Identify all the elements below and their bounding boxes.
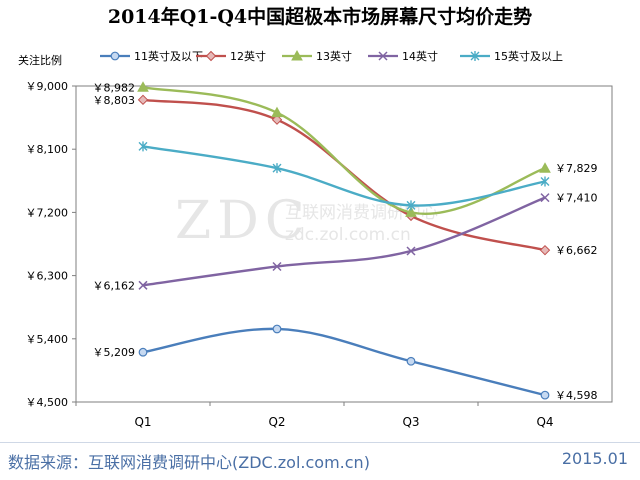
series-line-5 (142, 145, 546, 207)
series-line-4 (142, 196, 546, 287)
y-tick-label: ￥5,400 (26, 333, 69, 346)
legend-marker-4 (378, 51, 388, 61)
data-point-s5-4 (540, 176, 550, 187)
data-point-s1-3 (406, 356, 416, 366)
data-point-s4-2 (272, 261, 282, 272)
x-tick-label: Q2 (268, 415, 285, 429)
data-point-s1-1 (138, 347, 148, 357)
legend-marker-3 (291, 49, 303, 61)
data-point-s2-1 (137, 94, 149, 106)
data-point-s2-2 (271, 114, 283, 125)
data-label-s1-1: ￥5,209 (93, 346, 136, 359)
legend-marker-2 (205, 50, 217, 62)
data-label-s1-4: ￥4,598 (555, 389, 598, 402)
data-point-s5-1 (138, 141, 148, 152)
data-point-s4-4 (540, 193, 550, 203)
data-label-s4-4: ￥7,410 (555, 192, 598, 205)
data-point-s3-4 (539, 162, 551, 173)
legend-label-1: 11英寸及以下 (134, 49, 203, 63)
watermark-url: zdc.zol.com.cn (285, 225, 411, 245)
data-label-s2-1: ￥8,803 (93, 94, 136, 107)
data-point-s5-2 (272, 163, 282, 174)
y-axis-label: 关注比例 (18, 54, 62, 67)
watermark-logo: ZDC (175, 191, 311, 251)
legend-label-2: 12英寸 (230, 49, 266, 63)
legend-label-3: 13英寸 (316, 49, 352, 63)
data-label-s2-4: ￥6,662 (555, 244, 598, 257)
data-point-s5-3 (406, 200, 416, 211)
date-note: 2015.01 (561, 449, 628, 468)
x-tick-label: Q3 (402, 415, 419, 429)
data-point-s1-4 (540, 390, 550, 400)
y-tick-label: ￥8,100 (26, 143, 69, 156)
data-point-s2-4 (539, 244, 551, 256)
data-point-s3-1 (137, 81, 149, 92)
x-tick-label: Q4 (536, 415, 553, 429)
data-point-s3-2 (271, 106, 283, 118)
footer-divider (0, 442, 640, 443)
data-label-s3-4: ￥7,829 (555, 162, 598, 175)
data-point-s3-3 (405, 206, 417, 217)
x-tick-label: Q1 (134, 415, 151, 429)
data-point-s4-1 (138, 280, 148, 290)
legend-label-5: 15英寸及以上 (494, 49, 563, 63)
data-label-s3-1: ￥8,982 (93, 81, 136, 94)
legend-marker-1 (110, 51, 120, 61)
legend-label-4: 14英寸 (402, 49, 438, 63)
y-tick-label: ￥7,200 (26, 206, 69, 219)
legend-marker-5 (470, 51, 480, 61)
y-tick-label: ￥6,300 (26, 270, 69, 283)
series-line-1 (142, 327, 546, 397)
chart-title: 2014年Q1-Q4中国超极本市场屏幕尺寸均价走势 (107, 6, 533, 28)
y-tick-label: ￥9,000 (26, 80, 69, 93)
data-point-s4-3 (406, 246, 416, 256)
data-point-s1-2 (272, 324, 282, 334)
data-label-s4-1: ￥6,162 (93, 279, 136, 292)
y-tick-label: ￥4,500 (26, 396, 69, 409)
source-note: 数据来源：互联网消费调研中心(ZDC.zol.com.cn) (8, 453, 370, 472)
